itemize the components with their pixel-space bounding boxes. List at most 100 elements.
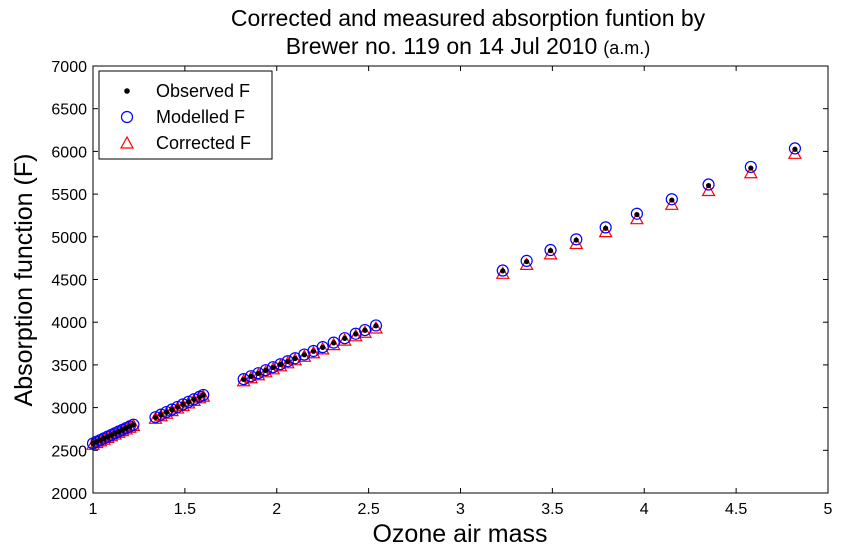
point-corrected: [569, 236, 584, 250]
legend-label-observed: Observed F: [156, 81, 250, 101]
point-modelled: [338, 332, 351, 345]
point-observed: [180, 402, 186, 408]
point-corrected: [153, 408, 169, 422]
point-modelled: [630, 207, 644, 220]
point-modelled: [266, 361, 280, 374]
y-tick-label: 3000: [51, 401, 87, 418]
point-observed: [185, 399, 192, 405]
point-corrected: [495, 266, 510, 279]
point-observed: [301, 352, 307, 358]
point-observed: [270, 364, 276, 371]
point-observed: [241, 376, 247, 383]
legend: Observed F Modelled F Corrected F: [98, 70, 273, 160]
point-modelled: [274, 358, 287, 371]
y-axis-label: Absorption function (F): [10, 154, 38, 407]
point-observed: [163, 409, 170, 415]
point-observed: [255, 370, 261, 377]
legend-marker-corrected-triangle: [119, 135, 135, 149]
point-observed: [200, 392, 206, 398]
point-corrected: [701, 183, 716, 197]
point-corrected: [297, 349, 312, 362]
point-modelled: [702, 178, 715, 191]
point-observed: [152, 414, 159, 421]
point-corrected: [148, 411, 163, 424]
point-corrected: [326, 337, 341, 351]
point-modelled: [259, 364, 272, 377]
point-modelled: [369, 319, 383, 332]
y-tick-label: 5000: [51, 230, 87, 247]
point-corrected: [176, 398, 191, 412]
point-observed: [634, 211, 640, 218]
point-observed: [524, 258, 530, 265]
point-observed: [573, 237, 579, 243]
point-corrected: [164, 403, 180, 417]
point-observed: [362, 327, 368, 333]
point-modelled: [197, 388, 210, 402]
x-tick-label: 3.5: [541, 501, 563, 518]
point-modelled: [496, 264, 509, 277]
point-modelled: [237, 373, 250, 386]
point-observed: [263, 367, 269, 374]
x-tick-label: 1: [89, 501, 98, 518]
point-corrected: [288, 352, 303, 366]
point-corrected: [598, 224, 613, 238]
point-observed: [130, 422, 137, 428]
legend-marker-observed-dot: [124, 88, 130, 94]
point-observed: [792, 146, 798, 152]
point-observed: [603, 225, 609, 231]
point-modelled: [744, 160, 757, 174]
x-axis-label: Ozone air mass: [372, 520, 547, 548]
point-observed: [353, 331, 359, 337]
y-tick-label: 6000: [51, 144, 87, 161]
x-tick-label: 4.5: [725, 501, 747, 518]
y-tick-label: 6500: [51, 102, 87, 119]
x-tick-label: 2.5: [358, 501, 380, 518]
point-corrected: [337, 333, 352, 346]
legend-label-corrected: Corrected F: [156, 133, 251, 153]
chart-title-line-1: Corrected and measured absorption funtio…: [231, 5, 706, 31]
point-modelled: [127, 418, 140, 431]
data-marks: [85, 142, 802, 450]
plot-area-frame: [92, 65, 829, 494]
point-observed: [500, 268, 506, 274]
point-observed: [547, 248, 554, 254]
y-tick-label: 4000: [51, 315, 87, 332]
point-observed: [191, 396, 197, 403]
point-observed: [277, 361, 284, 368]
point-observed: [169, 407, 175, 413]
point-corrected: [543, 246, 558, 260]
point-modelled: [520, 254, 533, 267]
point-corrected: [159, 406, 174, 419]
point-modelled: [570, 233, 583, 246]
y-tick-label: 2500: [51, 443, 87, 460]
point-observed: [705, 182, 712, 189]
point-observed: [158, 412, 164, 418]
point-observed: [669, 197, 675, 203]
point-modelled: [281, 355, 294, 368]
point-modelled: [544, 243, 557, 257]
point-observed: [331, 340, 337, 346]
x-tick-label: 4: [640, 501, 649, 518]
chart-title-line-2: Brewer no. 119 on 14 Jul 2010 (a.m.): [286, 33, 651, 59]
legend-marker-modelled-circle: [120, 110, 134, 124]
point-corrected: [519, 257, 534, 270]
point-modelled: [316, 341, 329, 354]
point-observed: [748, 165, 754, 171]
point-modelled: [788, 142, 802, 155]
x-tick-label: 2: [272, 501, 281, 518]
point-modelled: [252, 367, 265, 380]
x-tick-label: 1.5: [174, 501, 196, 518]
point-observed: [373, 323, 379, 329]
y-tick-label: 2000: [51, 486, 87, 503]
point-corrected: [315, 341, 330, 355]
x-tick-label: 3: [456, 501, 465, 518]
point-corrected: [187, 393, 202, 406]
point-modelled: [599, 221, 612, 234]
point-corrected: [181, 395, 196, 409]
point-corrected: [357, 325, 372, 338]
point-corrected: [368, 320, 383, 334]
y-tick-label: 7000: [51, 59, 87, 76]
axis-ticks: 1 1.5 2 2.5 3 3.5 4 4.5 5 2000 2500 3000 3500 4000 450…: [51, 59, 832, 518]
point-corrected: [170, 401, 185, 414]
